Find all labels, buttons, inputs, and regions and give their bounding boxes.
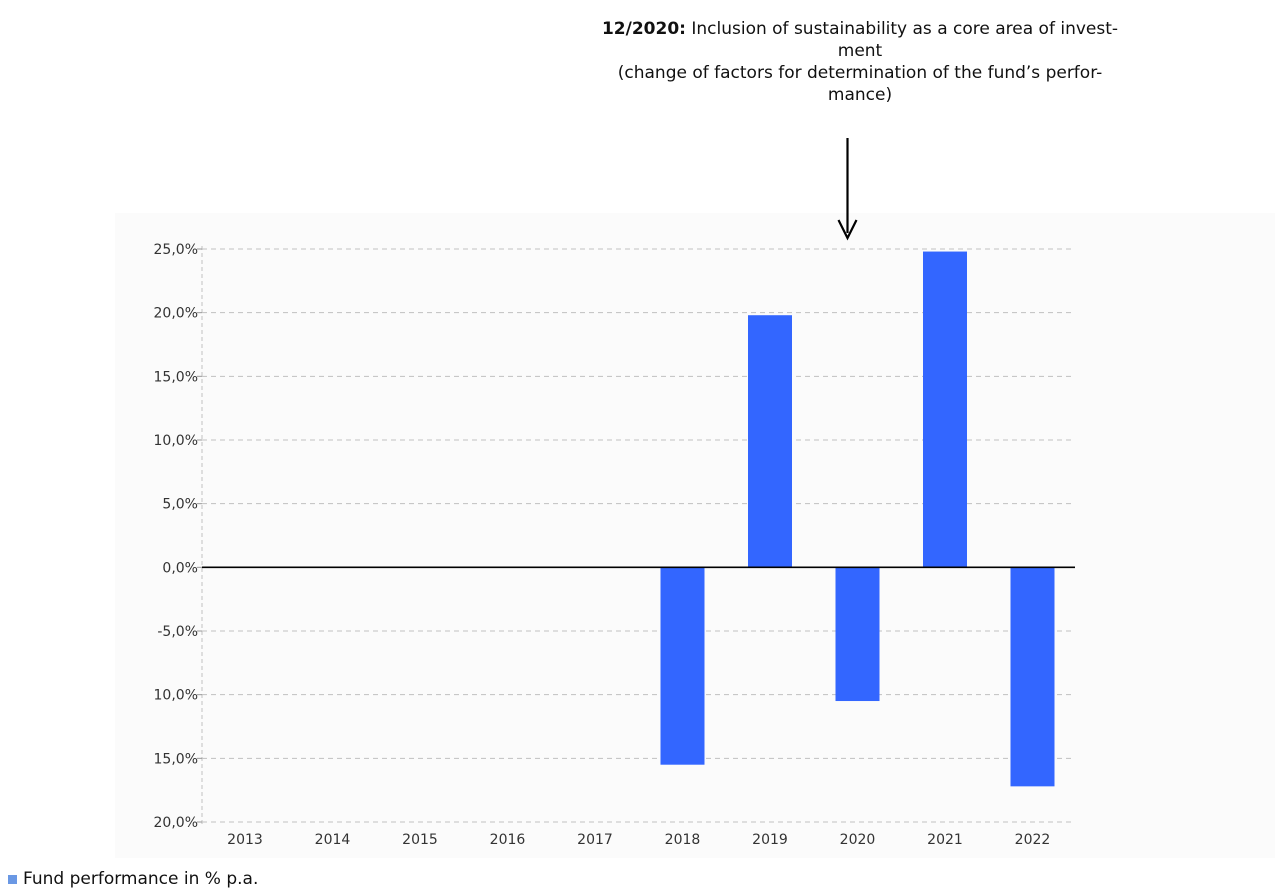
- x-tick-label: 2020: [840, 832, 876, 848]
- annotation-date: 12/2020:: [601, 19, 686, 39]
- legend: Fund performance in % p.a.: [8, 868, 258, 890]
- bar-2019: [748, 315, 792, 568]
- bar-2018: [660, 567, 705, 765]
- y-tick-label: 20,0%: [154, 815, 198, 831]
- x-tick-label: 2015: [402, 832, 438, 848]
- bar-2022: [1010, 567, 1055, 787]
- y-tick-label: 5,0%: [162, 497, 198, 513]
- x-tick-label: 2018: [665, 832, 701, 848]
- annotation-arrow-head: [837, 219, 858, 241]
- x-tick-label: 2022: [1015, 832, 1051, 848]
- y-tick-label: 0,0%: [162, 560, 198, 576]
- annotation-line-1: 12/2020: Inclusion of sustainability as …: [575, 18, 1145, 40]
- annotation-text: 12/2020: Inclusion of sustainability as …: [575, 18, 1145, 106]
- x-tick-label: 2017: [577, 832, 613, 848]
- annotation-line-4: mance): [827, 85, 893, 105]
- annotation-line-1-text: Inclusion of sustainability as a core ar…: [691, 19, 1119, 39]
- x-tick-label: 2013: [227, 832, 263, 848]
- x-tick-label: 2016: [490, 832, 526, 848]
- x-tick-label: 2014: [315, 832, 351, 848]
- y-tick-label: 15,0%: [154, 751, 198, 767]
- bar-2021: [923, 251, 967, 568]
- x-tick-label: 2021: [927, 832, 963, 848]
- legend-swatch: [8, 874, 17, 884]
- y-tick-label: 10,0%: [154, 688, 198, 704]
- y-tick-label: 15,0%: [154, 369, 198, 385]
- bar-2020: [835, 567, 880, 702]
- y-tick-label: 10,0%: [154, 433, 198, 449]
- y-tick-label: 25,0%: [154, 242, 198, 258]
- x-tick-label: 2019: [752, 832, 788, 848]
- annotation-line-3: (change of factors for determination of …: [617, 63, 1103, 83]
- y-tick-label: -5,0%: [157, 624, 198, 640]
- legend-label: Fund performance in % p.a.: [23, 869, 259, 889]
- y-tick-label: 20,0%: [154, 306, 198, 322]
- annotation-line-2: ment: [837, 41, 883, 61]
